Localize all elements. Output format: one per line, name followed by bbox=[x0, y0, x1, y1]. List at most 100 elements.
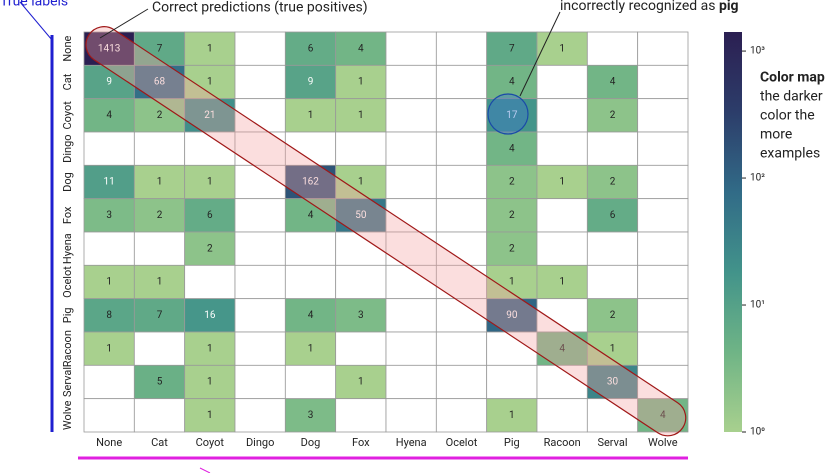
x-tick-label: Fox bbox=[352, 436, 370, 449]
cell-label: 2 bbox=[610, 310, 616, 321]
cell-label: 16 bbox=[204, 310, 216, 321]
x-tick-label: Dingo bbox=[246, 436, 274, 449]
empty-cell bbox=[335, 398, 387, 433]
y-tick-label: Coyot bbox=[61, 101, 74, 130]
empty-cell bbox=[83, 364, 135, 400]
y-tick-label: Racoon bbox=[61, 330, 74, 367]
cell-label: 4 bbox=[358, 43, 364, 54]
empty-cell bbox=[435, 131, 488, 166]
empty-cell bbox=[385, 31, 437, 66]
correct-note: Correct predictions (true positives) bbox=[152, 0, 368, 16]
empty-cell bbox=[637, 264, 689, 300]
empty-cell bbox=[385, 98, 437, 133]
cell-label: 6 bbox=[610, 210, 616, 221]
cell-label: 1 bbox=[207, 410, 213, 421]
colorbar-tick-label: 10² bbox=[750, 173, 765, 184]
empty-cell bbox=[335, 264, 387, 300]
x-tick-label: Wolve bbox=[648, 436, 678, 449]
empty-cell bbox=[133, 398, 186, 433]
cell-label: 4 bbox=[509, 77, 515, 88]
y-tick-label: Ocelot bbox=[61, 266, 74, 298]
cell-label: 3 bbox=[308, 410, 314, 421]
empty-cell bbox=[486, 331, 538, 366]
empty-cell bbox=[234, 331, 286, 366]
empty-cell bbox=[435, 298, 488, 333]
cell-label: 2 bbox=[509, 177, 515, 188]
empty-cell bbox=[637, 31, 689, 66]
cell bbox=[133, 164, 186, 200]
cell-label: 1 bbox=[559, 43, 565, 54]
colormap-note: more bbox=[760, 127, 792, 143]
cell bbox=[184, 331, 236, 366]
empty-cell bbox=[637, 98, 689, 133]
empty-cell bbox=[536, 98, 588, 133]
x-tick-label: Ocelot bbox=[446, 436, 478, 449]
empty-cell bbox=[284, 264, 337, 300]
cell-label: 1 bbox=[106, 277, 112, 288]
empty-cell bbox=[83, 398, 135, 433]
cell-label: 21 bbox=[204, 110, 215, 121]
cell bbox=[133, 198, 186, 233]
cell-label: 1 bbox=[157, 277, 163, 288]
empty-cell bbox=[284, 231, 337, 266]
empty-cell bbox=[435, 64, 488, 100]
empty-cell bbox=[586, 264, 639, 300]
empty-cell bbox=[586, 398, 639, 433]
empty-cell bbox=[435, 98, 488, 133]
empty-cell bbox=[536, 364, 588, 400]
empty-cell bbox=[335, 231, 387, 266]
colorbar-tick-label: 10¹ bbox=[750, 300, 765, 311]
y-tick-label: Serval bbox=[61, 367, 74, 397]
pig-highlight bbox=[487, 93, 529, 135]
y-tick-label: Wolve bbox=[61, 400, 74, 430]
pointer bbox=[19, 1, 53, 41]
cell-label: 1 bbox=[207, 177, 213, 188]
empty-cell bbox=[435, 364, 488, 400]
cell bbox=[284, 331, 337, 366]
empty-cell bbox=[385, 131, 437, 166]
cell-label: 1 bbox=[610, 343, 616, 354]
cell-label: 2 bbox=[157, 110, 163, 121]
x-tick-label: Racoon bbox=[544, 436, 581, 449]
cell-label: 90 bbox=[506, 310, 518, 321]
empty-cell bbox=[385, 398, 437, 433]
empty-cell bbox=[335, 331, 387, 366]
cell bbox=[83, 164, 135, 200]
x-tick-label: Hyena bbox=[396, 436, 427, 449]
cell-label: 2 bbox=[509, 243, 515, 254]
cell bbox=[335, 64, 387, 100]
x-tick-label: Coyot bbox=[196, 436, 225, 449]
cell-label: 2 bbox=[610, 177, 616, 188]
cell-label: 2 bbox=[207, 243, 213, 254]
cell bbox=[486, 31, 538, 66]
colormap-note: the darker bbox=[760, 89, 823, 105]
y-tick-label: Hyena bbox=[61, 233, 74, 264]
y-tick-label: Dingo bbox=[61, 134, 74, 162]
empty-cell bbox=[586, 31, 639, 66]
empty-cell bbox=[284, 364, 337, 400]
y-tick-label: Pig bbox=[61, 307, 74, 323]
cell-label: 9 bbox=[308, 77, 314, 88]
cell bbox=[486, 198, 538, 233]
empty-cell bbox=[486, 364, 538, 400]
cell bbox=[184, 398, 236, 433]
colormap-title: Color map bbox=[760, 70, 825, 86]
cell bbox=[133, 264, 186, 300]
cell-label: 50 bbox=[355, 210, 367, 221]
cell-label: 7 bbox=[157, 310, 163, 321]
cell bbox=[83, 264, 135, 300]
cell-label: 2 bbox=[157, 210, 163, 221]
cell bbox=[83, 98, 135, 133]
empty-cell bbox=[234, 364, 286, 400]
cell-label: 1 bbox=[358, 77, 364, 88]
cell bbox=[284, 31, 337, 66]
empty-cell bbox=[637, 331, 689, 366]
x-tick-label: Pig bbox=[504, 436, 520, 449]
pig-note: incorrectly recognized as pig bbox=[560, 0, 739, 14]
empty-cell bbox=[83, 231, 135, 266]
pointer bbox=[519, 11, 561, 97]
cell bbox=[83, 331, 135, 366]
cell bbox=[284, 98, 337, 133]
cell bbox=[335, 364, 387, 400]
